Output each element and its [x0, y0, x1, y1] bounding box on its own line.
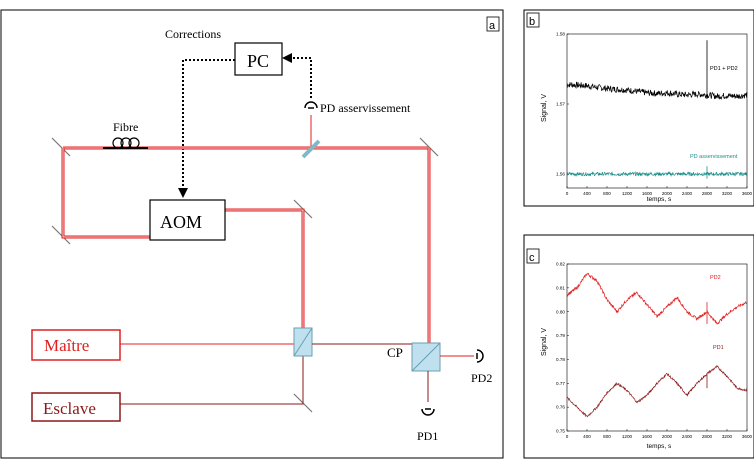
master-laser-box [31, 329, 121, 361]
pd1-label: PD1 [417, 429, 438, 443]
panel-b: b 0 400 800 1200 1600 2000 2400 2800 3200 3600 1.5… [523, 9, 754, 207]
chart-b-ylabel: Signal, V [541, 94, 548, 122]
chart-1-xtick-label: 0 [566, 434, 569, 439]
chart-c-xlabel: temps, s [647, 443, 672, 450]
chart-0-xtick-label: 400 [583, 191, 591, 196]
chart-1-xtick-label: 2000 [662, 434, 673, 439]
aom-label: AOM [160, 212, 202, 232]
mirror-mid-left [51, 225, 71, 245]
panel-b-label: b [529, 16, 535, 28]
pc-box [234, 42, 283, 76]
panel-a-frame [0, 9, 504, 459]
chart-b-annot-top: PD1 + PD2 [710, 66, 738, 72]
fibre-coil-icon [103, 137, 148, 149]
chart-1-xtick-label: 2800 [702, 434, 713, 439]
chart-b-annot-bottom: PD asservissement [690, 154, 738, 160]
chart-1-ytick-label: 0.80 [556, 309, 565, 314]
chart-1-ytick-label: 0.77 [556, 381, 565, 386]
chart-1-ytick-label: 0.78 [556, 357, 565, 362]
feedback-arrowhead [282, 53, 292, 63]
cp-label: CP [387, 345, 403, 360]
chart-1-series-pd1 [566, 365, 748, 418]
chart-1-xtick-label: 1200 [622, 434, 633, 439]
chart-1-series-pd2 [566, 272, 748, 325]
chart-0-xtick-label: 0 [566, 191, 569, 196]
panel-c: c 0 400 800 1200 1600 2000 2400 2800 3200 3600 0.7… [523, 234, 754, 459]
pickoff-plate [301, 139, 321, 159]
chart-1-xtick-label: 1600 [642, 434, 653, 439]
chart-c-annot-bottom: PD1 [713, 345, 724, 351]
chart-0-xtick-label: 800 [603, 191, 611, 196]
chart-1-xtick-label: 3600 [742, 434, 753, 439]
chart-0-xtick-label: 1600 [642, 191, 653, 196]
panel-c-label: c [529, 252, 535, 264]
chart-0-plot-area [566, 33, 748, 189]
panel-c-frame [523, 234, 754, 459]
panel-a: a Corrections PC PD asservissement Fibre [0, 9, 504, 459]
pd2-icon [476, 349, 484, 363]
chart-1-plot-area [566, 263, 748, 432]
correction-line [182, 59, 235, 190]
chart-0-xtick-label: 3600 [742, 191, 753, 196]
chart-b-xlabel: temps, s [647, 196, 672, 203]
chart-0-series-pd1-pd2 [566, 81, 748, 101]
master-laser-label: Maître [44, 336, 89, 355]
panel-b-frame [523, 9, 754, 207]
chart-0-ytick-label: 1.57 [556, 102, 565, 107]
correction-arrowhead [178, 188, 188, 198]
fibre-label: Fibre [113, 120, 138, 134]
chart-0-series-pd-asservissement [566, 171, 748, 177]
panel-a-label: a [489, 20, 496, 32]
pd-servo-icon [304, 101, 318, 109]
chart-1-xtick-label: 400 [583, 434, 591, 439]
chart-b: 0 400 800 1200 1600 2000 2400 2800 3200 3600 1.56 1… [556, 32, 753, 196]
chart-c-annot-top: PD2 [710, 275, 721, 281]
chart-1-xtick-label: 2400 [682, 434, 693, 439]
pd2-label: PD2 [471, 371, 492, 385]
chart-0-ytick-label: 1.58 [556, 32, 565, 37]
aom-box [149, 199, 226, 241]
chart-1-xtick-label: 800 [603, 434, 611, 439]
chart-1-ytick-label: 0.81 [556, 285, 565, 290]
slave-laser-box [31, 392, 121, 422]
chart-1-ytick-label: 0.76 [556, 405, 565, 410]
chart-c-ylabel: Signal, V [541, 328, 548, 356]
corrections-label: Corrections [165, 27, 221, 41]
chart-1-xtick-label: 3200 [722, 434, 733, 439]
mirror-top-left [51, 137, 71, 157]
chart-0-xtick-label: 3200 [722, 191, 733, 196]
chart-0-ytick-label: 1.56 [556, 172, 565, 177]
chart-0-xtick-label: 2000 [662, 191, 673, 196]
pd-servo-label: PD asservissement [320, 101, 411, 115]
chart-1-ytick-label: 0.82 [556, 262, 565, 267]
slave-laser-label: Esclave [43, 399, 96, 418]
chart-c: 0 400 800 1200 1600 2000 2400 2800 3200 3600 0.75 0… [556, 262, 753, 439]
feedback-line [290, 57, 312, 98]
mirror-top-right [419, 137, 439, 157]
chart-0-xtick-label: 1200 [622, 191, 633, 196]
chart-0-xtick-label: 2800 [702, 191, 713, 196]
chart-0-xtick-label: 2400 [682, 191, 693, 196]
pc-label: PC [247, 51, 269, 71]
chart-1-ytick-label: 0.79 [556, 333, 565, 338]
pd1-icon [421, 408, 435, 416]
chart-1-ytick-label: 0.75 [556, 429, 565, 434]
